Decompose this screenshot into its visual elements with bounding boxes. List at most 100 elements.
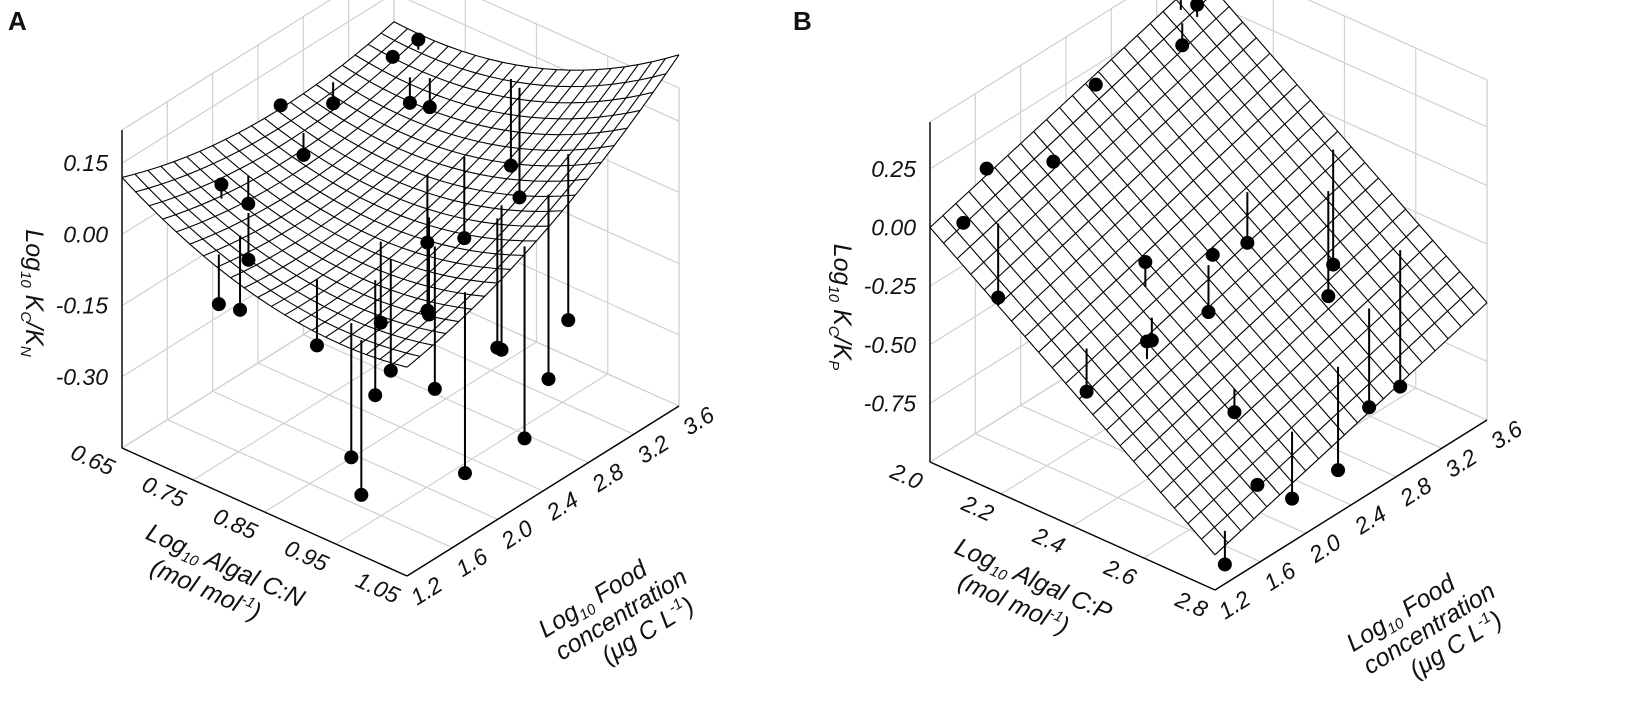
data-point: [273, 98, 288, 113]
mesh-line-x: [379, 61, 653, 360]
data-point: [503, 158, 518, 173]
data-point: [1362, 400, 1377, 415]
mesh-line-y: [290, 101, 576, 197]
mesh-line-x: [406, 54, 680, 368]
data-point: [211, 297, 226, 312]
mesh-line-x: [1119, 193, 1393, 447]
wall-grid-line: [264, 341, 537, 513]
x-tick-label: 0.95: [281, 535, 333, 577]
data-point: [373, 315, 388, 330]
chart-panel-b: 0.250.00-0.25-0.50-0.752.02.22.42.62.8 1.…: [793, 0, 1527, 684]
mesh-line-y: [1175, 0, 1462, 328]
axes: [121, 130, 680, 577]
mesh-line-x: [271, 68, 544, 307]
data-point: [233, 302, 248, 317]
mesh-line-x: [1133, 208, 1406, 462]
data-point: [1139, 334, 1154, 349]
data-point: [494, 342, 509, 357]
mesh-line-x: [230, 61, 503, 279]
mesh-line-x: [352, 66, 626, 350]
data-point: [368, 388, 383, 403]
mesh-line-y: [942, 215, 1229, 544]
y-tick-label: 2.0: [496, 514, 538, 554]
data-point: [1393, 379, 1408, 394]
x-axis-line: [929, 461, 1216, 591]
mesh-line-y: [303, 93, 589, 182]
data-point: [956, 215, 971, 230]
z-tick-label: 0.00: [63, 221, 108, 247]
data-point: [1046, 154, 1061, 169]
mesh-line-y: [121, 177, 408, 368]
panel-label: A: [8, 6, 27, 36]
y-tick-label: 1.2: [1214, 585, 1255, 624]
z-axis-title: Log10 KC/KN: [17, 229, 48, 357]
mesh-line-x: [1038, 99, 1311, 353]
mesh-line-y: [354, 54, 641, 120]
mesh-line-x: [243, 64, 517, 289]
y-axis-line: [406, 405, 680, 577]
data-point: [991, 290, 1006, 305]
mesh-line-y: [968, 191, 1255, 520]
data-point: [1285, 491, 1300, 506]
data-point: [344, 450, 359, 465]
mesh-line-x: [1078, 146, 1352, 400]
y-tick-label: 1.2: [406, 571, 447, 610]
x-tick-label: 1.05: [352, 567, 404, 609]
data-point: [402, 95, 417, 110]
data-point: [1201, 305, 1216, 320]
data-point: [517, 431, 532, 446]
data-point: [309, 338, 324, 353]
mesh-line-x: [338, 68, 612, 344]
data-points: [956, 0, 1408, 572]
y-tick-label: 1.6: [1259, 557, 1300, 596]
data-points: [211, 32, 576, 502]
mesh-line-y: [1222, 0, 1488, 304]
y-tick-label: 3.6: [678, 401, 719, 440]
data-point: [1088, 77, 1103, 92]
mesh-line-y: [994, 167, 1281, 496]
x-axis-line: [121, 447, 408, 577]
mesh-line-y: [393, 21, 680, 71]
data-point: [1138, 255, 1153, 270]
x-tick-label: 2.0: [886, 457, 927, 494]
mesh-line-x: [176, 45, 449, 233]
mesh-line-x: [298, 69, 571, 324]
mesh-line-x: [325, 69, 599, 338]
mesh-line-y: [186, 156, 472, 310]
x-tick-label: 2.6: [1100, 553, 1141, 590]
mesh-line-y: [212, 145, 498, 284]
axes: [929, 122, 1488, 591]
z-tick-label: -0.15: [56, 293, 109, 319]
data-point: [427, 381, 442, 396]
data-point: [1205, 247, 1220, 262]
data-point: [422, 100, 437, 115]
mesh-line-y: [134, 173, 421, 357]
data-point: [296, 147, 311, 162]
data-point: [1321, 289, 1336, 304]
data-point: [1079, 384, 1094, 399]
x-tick-label: 2.8: [1171, 585, 1212, 622]
mesh-line-y: [1149, 23, 1436, 352]
mesh-line-y: [1007, 155, 1294, 484]
mesh-line-y: [1136, 35, 1423, 364]
data-point: [326, 96, 341, 111]
data-point: [241, 196, 256, 211]
mesh-line-x: [1146, 224, 1420, 478]
y-tick-label: 2.0: [1304, 528, 1346, 568]
mesh-line-x: [1024, 84, 1298, 338]
data-point: [457, 466, 472, 481]
data-point: [979, 161, 994, 176]
mesh-line-x: [983, 37, 1257, 291]
mesh-line-y: [225, 138, 511, 270]
mesh-line-y: [929, 227, 1216, 556]
data-point: [561, 313, 576, 328]
mesh-line-y: [277, 110, 563, 212]
mesh-line-x: [1187, 271, 1461, 525]
data-point: [1331, 463, 1346, 478]
mesh-line-x: [135, 28, 408, 193]
y-axis-line: [1214, 419, 1488, 591]
mesh-line-x: [943, 0, 1207, 244]
mesh-line-y: [1097, 71, 1384, 400]
z-tick-label: 0.25: [871, 156, 916, 182]
z-tick-label: -0.25: [864, 273, 917, 299]
